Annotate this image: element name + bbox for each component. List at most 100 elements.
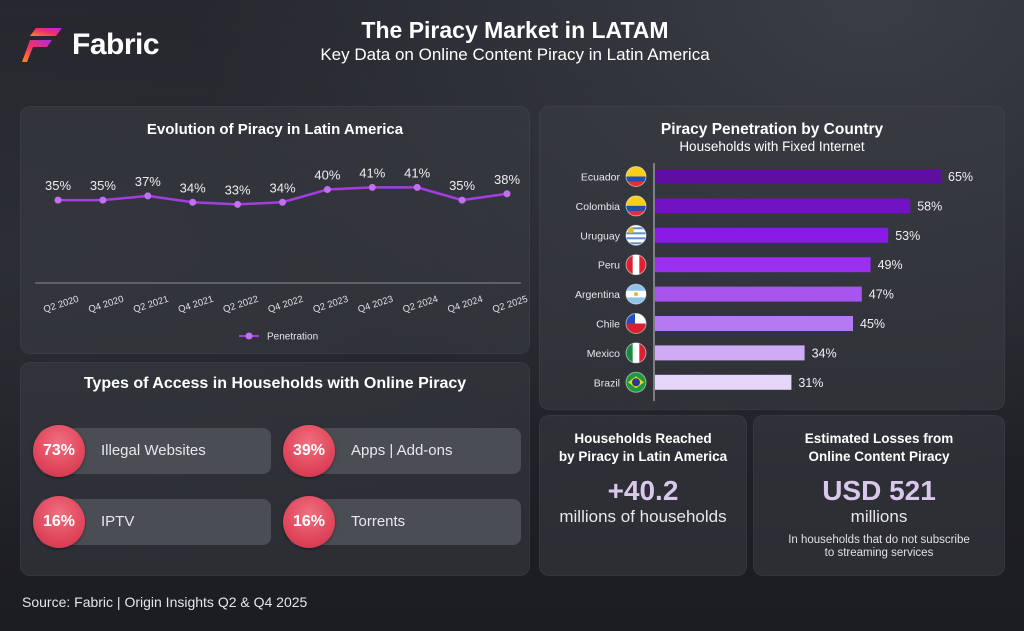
losses-note-line2: to streaming services [824, 547, 934, 559]
losses-note-line1: In households that do not subscribe [788, 534, 970, 546]
data-label: 41% [359, 165, 385, 180]
brand-name: Fabric [72, 28, 160, 61]
bar-uruguay [655, 227, 889, 243]
data-point [189, 198, 197, 206]
data-point [503, 190, 511, 198]
households-card: Households Reached by Piracy in Latin Am… [539, 415, 747, 576]
access-label: Apps | Add-ons [351, 442, 453, 459]
flag-colombia-icon [625, 195, 647, 217]
fabric-logo-icon [22, 28, 62, 62]
x-tick-label: Q4 2022 [267, 294, 305, 316]
bar-value-label: 53% [895, 229, 920, 243]
bar-value-label: 49% [878, 258, 903, 272]
x-tick-label: Q4 2021 [177, 294, 215, 316]
households-unit: millions of households [559, 507, 727, 526]
data-label: 35% [45, 178, 71, 193]
access-label: Torrents [351, 513, 406, 530]
x-tick-label: Q2 2024 [401, 294, 439, 316]
losses-title: Estimated Losses from Online Content Pir… [754, 430, 1004, 466]
access-item-illegal-websites: 73% Illegal Websites [33, 425, 271, 477]
data-point [413, 183, 421, 191]
x-tick-label: Q2 2023 [312, 294, 350, 316]
losses-unit: millions [850, 507, 908, 526]
households-value: +40.2 [607, 475, 679, 506]
data-point [144, 192, 152, 200]
households-title-line2: by Piracy in Latin America [558, 449, 728, 464]
access-label: IPTV [101, 513, 135, 530]
country-label: Ecuador [581, 172, 621, 184]
data-label: 34% [180, 180, 206, 195]
data-point [99, 196, 107, 204]
flag-peru-icon [625, 254, 647, 276]
flag-brazil-icon [625, 371, 647, 393]
x-tick-label: Q2 2021 [132, 294, 170, 316]
bar-argentina [655, 286, 862, 302]
flag-ecuador-icon [625, 166, 647, 187]
bar-value-label: 58% [917, 199, 942, 213]
page-title: The Piracy Market in LATAM [361, 17, 669, 43]
evolution-title: Evolution of Piracy in Latin America [146, 121, 404, 138]
country-label: Uruguay [580, 230, 620, 242]
bar-ecuador [655, 169, 941, 184]
households-title-line1: Households Reached [574, 431, 712, 446]
data-label: 37% [135, 174, 161, 189]
x-tick-label: Q4 2023 [356, 294, 394, 316]
x-tick-label: Q4 2020 [87, 294, 125, 316]
bar-value-label: 34% [812, 346, 837, 360]
country-title: Piracy Penetration by Country [660, 121, 884, 138]
country-bar-chart: 65% Ecuador 58% Colombia 53% Uruguay 49% Peru 47… [575, 163, 973, 401]
bar-colombia [655, 198, 911, 214]
data-point [279, 198, 286, 206]
access-label: Illegal Websites [101, 442, 206, 459]
page-header: The Piracy Market in LATAM Key Data on O… [260, 16, 770, 66]
data-label: 38% [494, 172, 520, 187]
legend-marker [245, 332, 253, 340]
access-types-card: Types of Access in Households with Onlin… [20, 362, 530, 576]
data-point [54, 196, 62, 204]
brand-logo: Fabric [22, 26, 160, 64]
percent-badge: 73% [33, 425, 85, 477]
data-label: 35% [90, 178, 116, 193]
data-label: 35% [449, 178, 475, 193]
data-label: 41% [404, 165, 430, 180]
percent-badge: 16% [283, 496, 335, 548]
flag-uruguay-icon [625, 224, 647, 246]
x-tick-label: Q2 2025 [491, 294, 529, 316]
legend-label: Penetration [267, 332, 318, 343]
country-label: Colombia [576, 201, 621, 213]
bar-brazil [655, 374, 792, 390]
percent-badge: 16% [33, 496, 85, 548]
country-label: Mexico [587, 348, 620, 360]
x-tick-label: Q2 2020 [42, 294, 80, 316]
losses-value: USD 521 [822, 475, 936, 506]
x-tick-label: Q4 2024 [446, 294, 484, 316]
flag-chile-icon [625, 313, 647, 334]
access-types-title: Types of Access in Households with Onlin… [83, 375, 467, 392]
data-label: 34% [269, 180, 295, 195]
bar-value-label: 65% [948, 170, 973, 184]
bar-chile [655, 316, 853, 331]
data-point [368, 183, 376, 191]
percent-badge: 39% [283, 425, 335, 477]
data-point [323, 186, 331, 193]
x-tick-label: Q2 2022 [222, 294, 260, 316]
access-item-apps-addons: 39% Apps | Add-ons [283, 425, 521, 477]
page-subtitle: Key Data on Online Content Piracy in Lat… [320, 45, 710, 64]
access-item-iptv: 16% IPTV [33, 496, 271, 548]
country-label: Brazil [594, 377, 620, 389]
country-label: Argentina [575, 289, 620, 301]
country-label: Peru [598, 260, 620, 272]
losses-title-line1: Estimated Losses from [804, 431, 954, 446]
data-point [234, 200, 242, 208]
evolution-card: Evolution of Piracy in Latin America 35%… [20, 106, 530, 354]
flag-mexico-icon [625, 342, 647, 364]
bar-value-label: 47% [869, 288, 894, 302]
losses-title-line2: Online Content Piracy [808, 449, 950, 464]
data-label: 33% [225, 182, 251, 197]
country-subtitle: Households with Fixed Internet [679, 139, 865, 154]
bar-mexico [655, 345, 805, 361]
evolution-line-chart: 35% Q2 2020 35% Q4 2020 37% Q2 2021 34% Q4 2021… [35, 165, 529, 343]
households-title: Households Reached by Piracy in Latin Am… [540, 430, 746, 466]
losses-note: In households that do not subscribe to s… [754, 534, 1004, 560]
bar-peru [655, 257, 871, 273]
